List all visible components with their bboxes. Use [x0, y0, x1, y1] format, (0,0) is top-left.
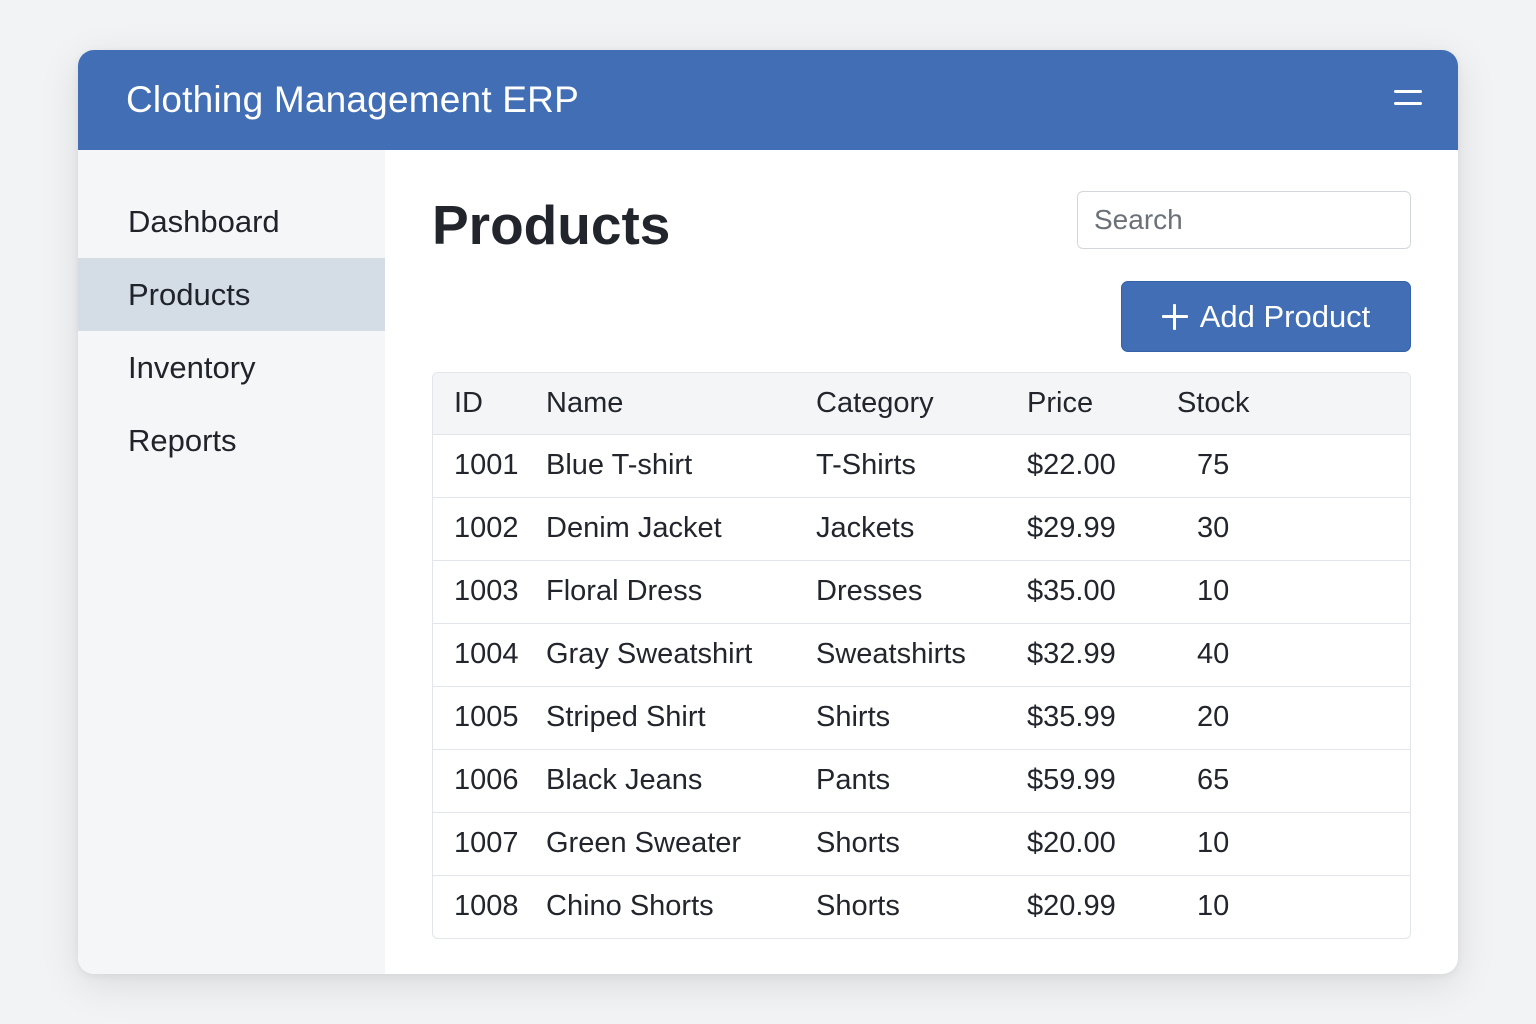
cell-category: Dresses [816, 575, 923, 607]
cell-name: Denim Jacket [546, 512, 722, 544]
cell-price: $35.99 [1027, 701, 1116, 733]
cell-stock: 30 [1197, 512, 1230, 544]
cell-category: Shorts [816, 827, 900, 859]
cell-stock: 65 [1197, 764, 1230, 796]
app-header: Clothing Management ERP [78, 50, 1458, 150]
menu-icon[interactable] [1378, 75, 1422, 119]
cell-category: T-Shirts [816, 449, 916, 481]
cell-category: Shorts [816, 890, 900, 923]
main-content: Products Add Product ID Name Category Pr… [385, 150, 1458, 974]
add-product-label: Add Product [1199, 298, 1371, 334]
table-row[interactable]: 1005 Striped Shirt Shirts $35.99 20 [433, 686, 1410, 749]
add-product-button[interactable]: Add Product [1121, 281, 1411, 352]
menu-icon-bar [1394, 89, 1422, 93]
table-row[interactable]: 1001 Blue T-shirt T-Shirts $22.00 75 [433, 434, 1410, 497]
cell-category: Shirts [816, 701, 891, 733]
cell-id: 1008 [454, 890, 519, 923]
cell-price: $32.99 [1027, 638, 1116, 670]
plus-icon [1161, 303, 1188, 330]
cell-name: Blue T-shirt [546, 449, 693, 481]
cell-price: $20.00 [1027, 827, 1116, 859]
cell-stock: 10 [1197, 890, 1230, 923]
cell-stock: 75 [1197, 449, 1230, 481]
sidebar-item-products[interactable]: Products [78, 258, 385, 331]
menu-icon-bar [1394, 101, 1422, 105]
cell-price: $35.00 [1027, 575, 1116, 607]
cell-stock: 10 [1197, 575, 1230, 607]
cell-category: Sweatshirts [816, 638, 966, 670]
cell-id: 1001 [454, 449, 519, 481]
sidebar-item-inventory[interactable]: Inventory [128, 349, 256, 385]
cell-id: 1006 [454, 764, 519, 796]
cell-name: Chino Shorts [546, 890, 714, 923]
sidebar-item-reports[interactable]: Reports [128, 422, 237, 458]
page-title: Products [432, 194, 671, 256]
column-header-price[interactable]: Price [1027, 386, 1094, 419]
table-row[interactable]: 1002 Denim Jacket Jackets $29.99 30 [433, 497, 1410, 560]
cell-name: Striped Shirt [546, 701, 706, 733]
sidebar-item-dashboard[interactable]: Dashboard [128, 203, 280, 239]
table-row[interactable]: 1007 Green Sweater Shorts $20.00 10 [433, 812, 1410, 875]
cell-stock: 10 [1197, 827, 1230, 859]
cell-name: Gray Sweatshirt [546, 638, 753, 670]
cell-price: $59.99 [1027, 764, 1116, 796]
cell-name: Green Sweater [546, 827, 742, 859]
table-header-row: ID Name Category Price Stock [433, 373, 1410, 434]
column-header-id[interactable]: ID [454, 386, 483, 419]
app-title: Clothing Management ERP [126, 79, 579, 120]
cell-id: 1003 [454, 575, 519, 607]
cell-name: Floral Dress [546, 575, 703, 607]
sidebar: Dashboard Products Inventory Reports [78, 150, 385, 974]
cell-stock: 20 [1197, 701, 1230, 733]
cell-id: 1004 [454, 638, 519, 670]
cell-id: 1007 [454, 827, 519, 859]
cell-id: 1002 [454, 512, 519, 544]
table-row[interactable]: 1006 Black Jeans Pants $59.99 65 [433, 749, 1410, 812]
table-row[interactable]: 1004 Gray Sweatshirt Sweatshirts $32.99 … [433, 623, 1410, 686]
table-row[interactable]: 1003 Floral Dress Dresses $35.00 10 [433, 560, 1410, 623]
table-row[interactable]: 1008 Chino Shorts Shorts $20.99 10 [433, 875, 1410, 938]
cell-price: $22.00 [1027, 449, 1116, 481]
cell-name: Black Jeans [546, 764, 703, 796]
search-input[interactable] [1077, 191, 1411, 249]
cell-id: 1005 [454, 701, 519, 733]
app-window: Clothing Management ERP Dashboard Produc… [78, 50, 1458, 974]
column-header-stock[interactable]: Stock [1177, 386, 1250, 419]
cell-category: Pants [816, 764, 891, 796]
column-header-category[interactable]: Category [816, 386, 934, 419]
cell-stock: 40 [1197, 638, 1230, 670]
cell-category: Jackets [816, 512, 915, 544]
cell-price: $29.99 [1027, 512, 1116, 544]
column-header-name[interactable]: Name [546, 386, 624, 419]
products-table: ID Name Category Price Stock 1001 Blue T… [432, 372, 1411, 939]
cell-price: $20.99 [1027, 890, 1116, 923]
